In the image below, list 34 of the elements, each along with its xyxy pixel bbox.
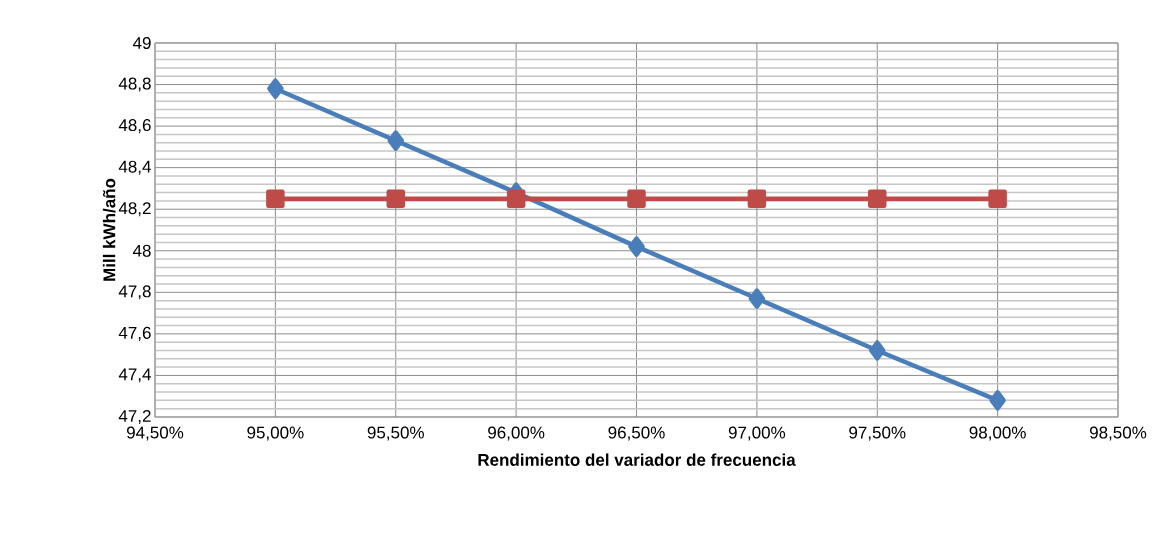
y-tick-label: 49 (132, 36, 151, 50)
y-tick-label: 47,8 (118, 285, 151, 300)
point (628, 236, 645, 257)
y-tick-label: 48,2 (118, 202, 151, 217)
y-tick-label: 48,8 (118, 77, 151, 92)
point (387, 130, 404, 151)
y-tick-label: 48,6 (118, 119, 151, 134)
point (868, 189, 887, 209)
point (748, 288, 766, 309)
x-tick-label: 98,50% (1089, 426, 1147, 441)
point (267, 78, 284, 99)
point (627, 189, 646, 209)
x-tick-label: 96,50% (608, 426, 665, 441)
point (988, 189, 1007, 209)
x-tick-label: 95,50% (367, 426, 424, 441)
x-tick-label: 97,00% (728, 426, 786, 441)
y-tick-label: 47,6 (118, 326, 151, 341)
point (747, 189, 767, 209)
point (869, 340, 886, 361)
x-tick-label: 98,00% (969, 426, 1026, 441)
y-tick-label: 48 (132, 244, 151, 257)
x-tick-label: 95,00% (247, 426, 304, 441)
y-tick-label: 47,2 (118, 409, 151, 425)
y-tick-label: 48,4 (118, 160, 151, 175)
x-tick-label: 94,50% (126, 426, 184, 441)
x-tick-label: 96,00% (488, 426, 545, 441)
y-tick-label: 47,4 (118, 368, 151, 383)
y-axis-title: Mill kWh/año (102, 178, 116, 281)
x-axis-title: Rendimiento del variador de frecuencia (478, 453, 796, 466)
point (989, 390, 1006, 411)
point (266, 189, 285, 209)
x-tick-label: 97,50% (849, 426, 906, 441)
point (386, 189, 406, 209)
point (506, 189, 526, 209)
